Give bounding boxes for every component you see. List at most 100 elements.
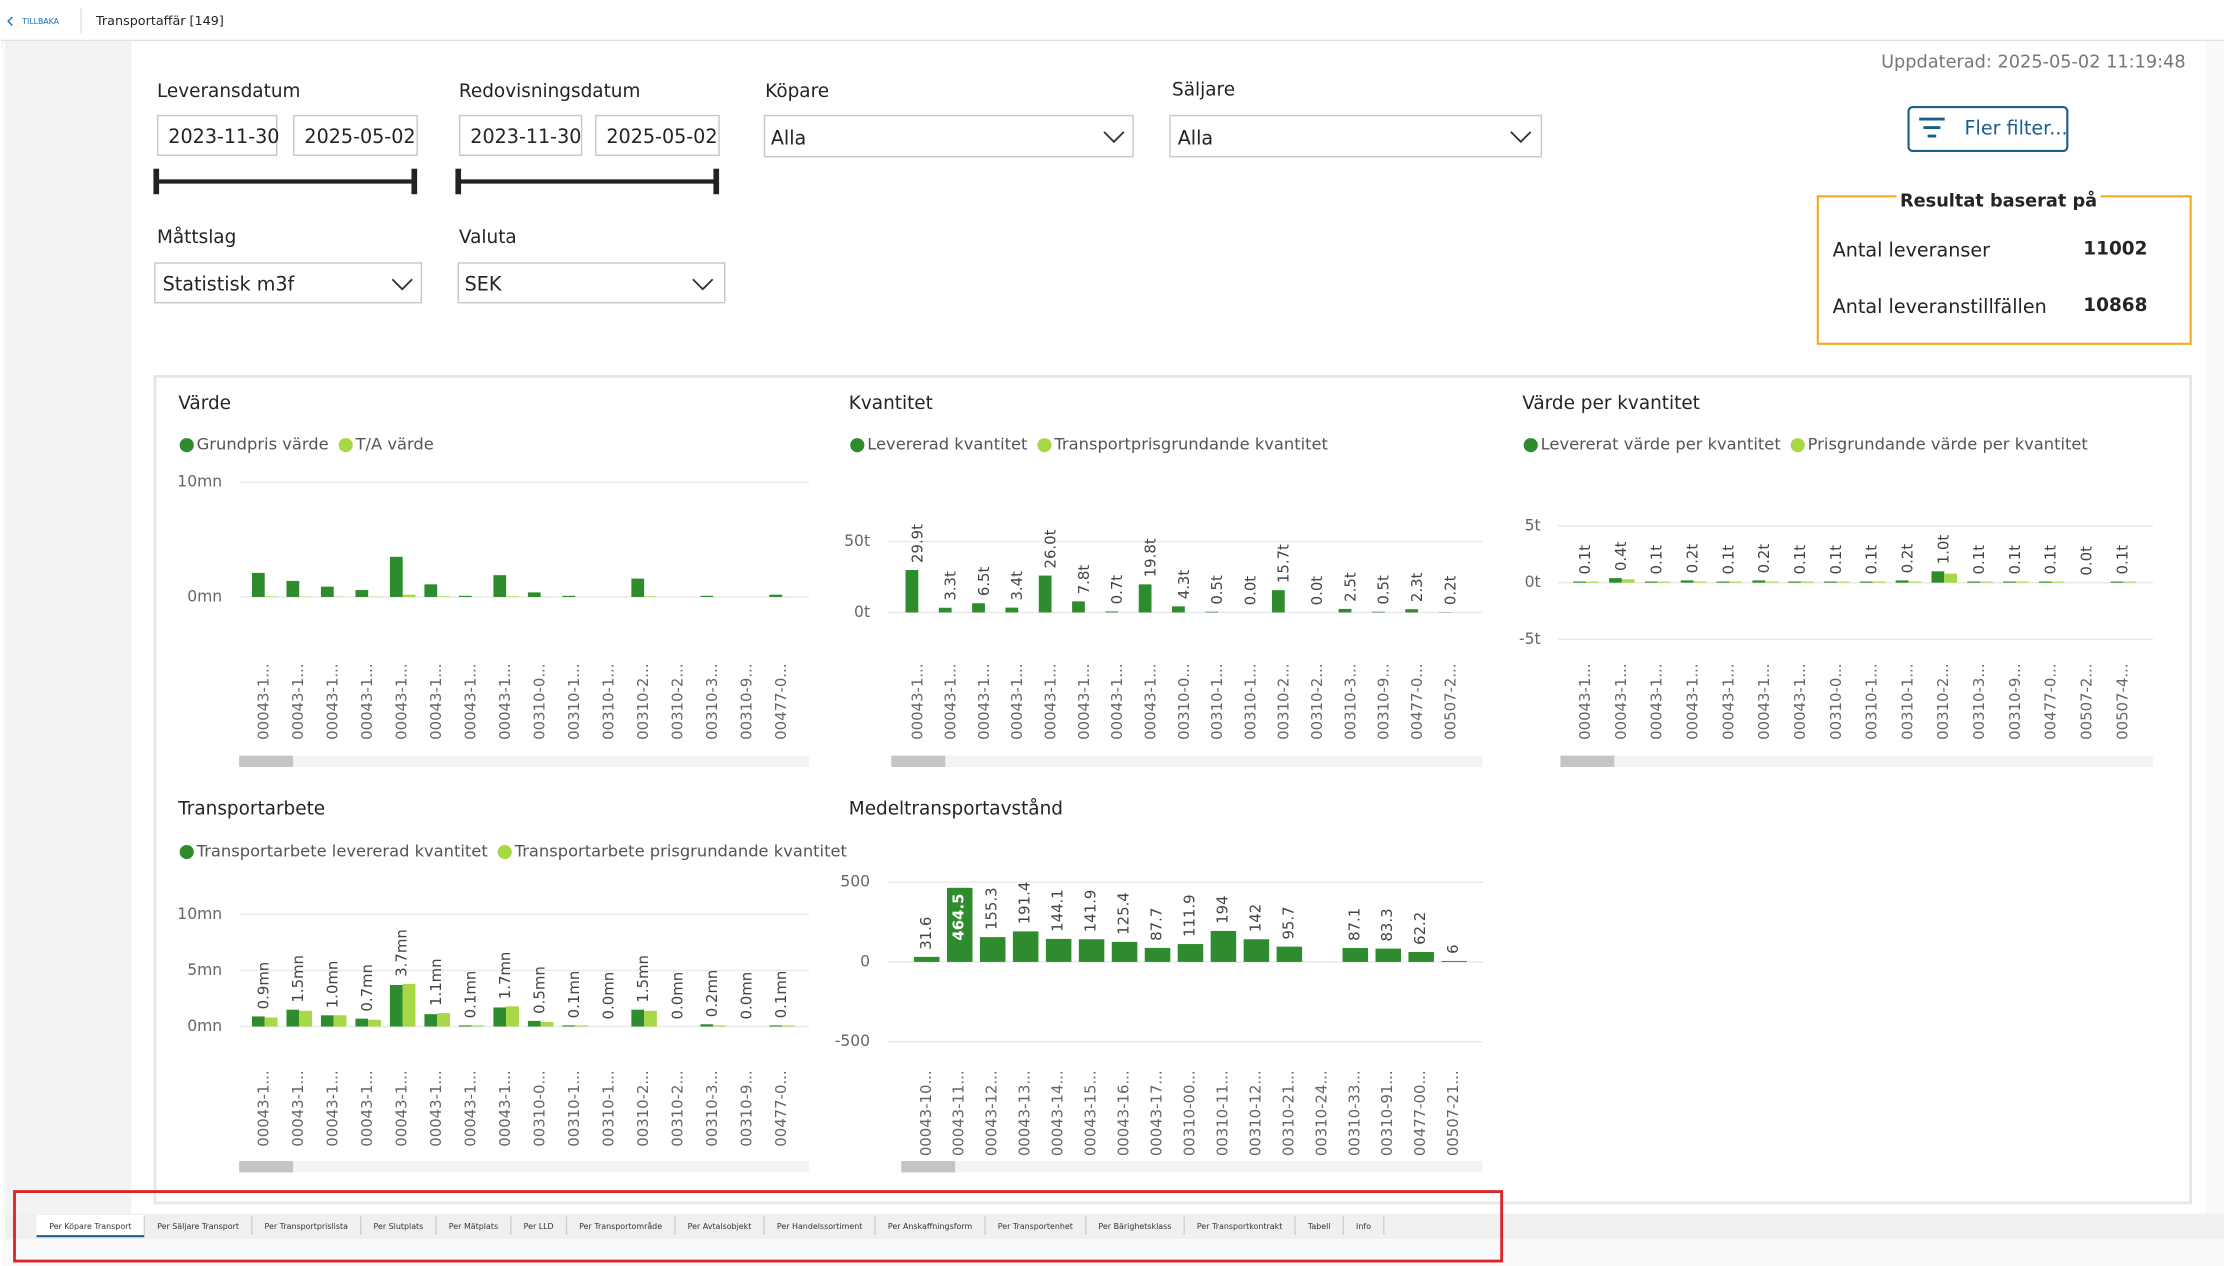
x-tick-label: 00310-11... [1213,1070,1231,1156]
back-icon[interactable] [7,16,13,27]
x-tick-label: 00507-2... [2078,663,2096,739]
scrollbar-thumb[interactable] [239,755,294,767]
bar [1752,580,1766,583]
y-tick-label: -500 [835,1032,870,1050]
bar [368,1019,381,1027]
tab-label[interactable]: Per Bärighetsklass [1098,1222,1171,1231]
date-to[interactable]: 2025-05-02 [606,125,717,148]
scrollbar-track[interactable] [239,1161,810,1173]
dropdown[interactable] [763,114,1134,158]
x-tick-label: 00043-1... [908,663,926,739]
dropdown-value[interactable]: Statistisk m3f [163,272,296,295]
dropdown-value[interactable]: Alla [1178,126,1213,149]
date-input[interactable] [595,114,720,156]
chevron[interactable] [692,278,714,291]
data-label: 26.0t [1042,529,1060,568]
tab-label[interactable]: Per Transportkontrakt [1197,1222,1282,1231]
x-tick-label: 00310-3... [703,1070,721,1146]
bar [2003,581,2016,583]
tab-label[interactable]: Info [1356,1222,1371,1231]
tab-label[interactable]: Per Transportprislista [265,1222,349,1231]
date-input[interactable] [293,114,418,156]
chevron[interactable] [391,278,413,291]
x-tick-label: 00043-1... [427,1070,445,1146]
scrollbar-track[interactable] [901,1161,1483,1173]
tab-label[interactable]: Per Köpare Transport [49,1222,131,1231]
chevron[interactable] [1510,131,1532,144]
tab-label[interactable]: Per Avtalsobjekt [688,1222,752,1231]
bar [1375,948,1402,962]
data-label: 194 [1213,895,1231,923]
dropdown-value[interactable]: SEK [465,272,502,295]
tab-label[interactable]: Per Säljare Transport [157,1222,239,1231]
bar [769,594,783,597]
more-filters-button[interactable] [1907,105,2069,153]
x-tick-label: 00310-2... [669,1070,687,1146]
date-from[interactable]: 2023-11-30 [168,125,279,148]
bar [506,1006,519,1027]
x-tick-label: 00043-1... [427,663,445,739]
updated: Uppdaterad: 2025-05-02 11:19:48 [1881,52,2186,72]
tab-label[interactable]: Per Handelssortiment [777,1222,862,1231]
legend-label: Levererad kvantitet [867,435,1027,454]
data-label: 191.4 [1016,882,1034,925]
side-strip [5,41,132,1214]
date-from[interactable]: 2023-11-30 [470,125,581,148]
data-label: 3.3t [942,571,960,601]
back-link[interactable]: TILLBAKA [21,17,59,26]
x-tick-label: 00043-13... [1016,1070,1034,1156]
filter-icon[interactable] [1919,117,1945,138]
data-label: 0.5t [1375,575,1393,605]
scrollbar-thumb[interactable] [1560,755,1615,767]
more-filters-label[interactable]: Fler filter... [1965,117,2068,140]
bar [1045,938,1072,962]
dropdown-value[interactable]: Alla [771,126,806,149]
bar [1005,607,1019,613]
tab-label[interactable]: Per Transportområde [579,1221,662,1231]
data-label: 4.3t [1175,570,1193,600]
x-tick-label: 00043-1... [1075,663,1093,739]
dropdown[interactable] [1169,114,1543,158]
scrollbar-thumb[interactable] [891,755,946,767]
dropdown[interactable] [154,262,423,304]
data-label: 0.1mn [462,971,480,1019]
bar [1716,581,1730,583]
bar [1144,947,1171,962]
slider-handle[interactable] [713,168,720,195]
data-label: 15.7t [1275,544,1293,583]
tab-active[interactable] [36,1214,145,1238]
bar [1895,580,1909,583]
legend-marker [497,844,512,860]
bar [631,578,645,597]
bar [1621,579,1635,583]
chevron[interactable] [1103,131,1125,144]
bar [1405,609,1419,613]
scrollbar-track[interactable] [239,755,810,767]
scrollbar-thumb[interactable] [239,1161,294,1173]
data-label: 141.9 [1082,890,1100,933]
slider-handle[interactable] [153,168,160,195]
x-tick-label: 00043-11... [950,1070,968,1156]
x-tick-label: 00310-2... [1308,663,1326,739]
tab-label[interactable]: Per Mätplats [449,1222,498,1231]
tab-label[interactable]: Per Anskaffningsform [888,1222,973,1231]
dropdown[interactable] [457,262,726,304]
slider-handle[interactable] [455,168,462,195]
date-to[interactable]: 2025-05-02 [304,125,415,148]
result-value: 10868 [2083,295,2147,316]
data-label: 0.1t [1863,545,1881,575]
tab-label[interactable]: Per Transportenhet [998,1222,1073,1231]
tab-label[interactable]: Per LLD [524,1222,554,1231]
data-label: 19.8t [1141,538,1159,577]
slider-handle[interactable] [411,168,418,195]
scrollbar-track[interactable] [1560,755,2154,767]
date-input[interactable] [156,114,278,156]
scrollbar-track[interactable] [891,755,1483,767]
date-input[interactable] [458,114,583,156]
tab-label[interactable]: Per Slutplats [373,1222,423,1231]
scrollbar-thumb[interactable] [901,1161,956,1173]
tab-label[interactable]: Tabell [1307,1222,1331,1231]
bar [320,586,334,597]
bar [389,556,403,597]
